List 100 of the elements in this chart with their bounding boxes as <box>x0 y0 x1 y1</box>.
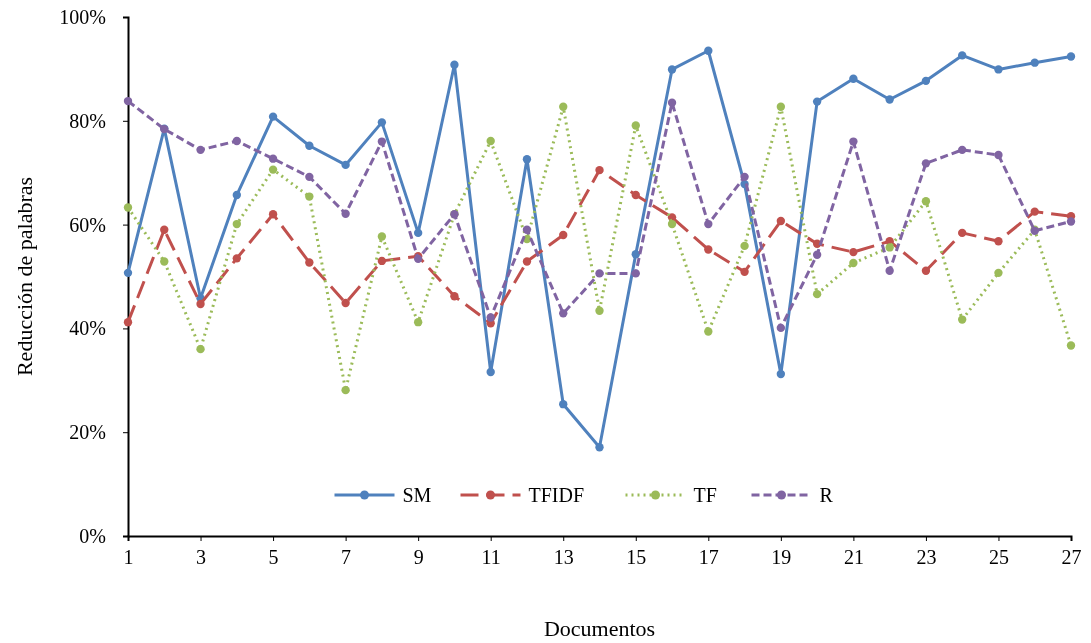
point <box>123 96 133 106</box>
point <box>595 443 604 452</box>
point <box>595 165 604 175</box>
point <box>232 219 241 229</box>
y-axis-title: Reducción de palabras <box>12 176 37 377</box>
point <box>559 400 568 409</box>
y-tick-label: 80% <box>69 109 106 132</box>
point <box>268 210 278 219</box>
point <box>341 385 350 395</box>
point <box>305 141 314 150</box>
point <box>994 65 1003 74</box>
point <box>196 344 205 354</box>
y-tick-label: 20% <box>69 421 106 444</box>
point <box>341 209 350 218</box>
point <box>776 102 786 111</box>
point <box>123 268 133 278</box>
point <box>413 228 423 238</box>
legend-label: TF <box>693 484 717 506</box>
point <box>486 136 495 146</box>
point <box>994 237 1003 246</box>
point <box>849 74 858 83</box>
point <box>740 172 749 182</box>
point <box>885 243 894 252</box>
point <box>268 112 278 121</box>
point <box>559 230 568 240</box>
point <box>450 60 459 69</box>
point <box>1030 58 1039 67</box>
point <box>958 228 967 238</box>
point <box>196 145 205 155</box>
point <box>631 269 640 278</box>
point <box>305 258 314 267</box>
point <box>631 121 640 130</box>
point <box>740 267 749 276</box>
x-axis-title: Documentos <box>543 616 656 641</box>
point <box>377 232 387 241</box>
legend-label: R <box>819 484 834 506</box>
point <box>885 95 894 104</box>
point <box>776 369 786 379</box>
point <box>667 98 677 107</box>
point <box>522 257 532 266</box>
point <box>450 292 459 301</box>
x-tick-label: 7 <box>341 546 352 569</box>
point <box>559 309 568 318</box>
point <box>812 97 822 106</box>
point <box>595 269 604 278</box>
point <box>341 298 350 308</box>
point <box>486 367 495 377</box>
x-tick-label: 11 <box>481 546 501 569</box>
point <box>921 266 931 275</box>
x-tick-label: 15 <box>626 546 647 569</box>
point <box>994 268 1003 278</box>
point <box>341 160 350 170</box>
point <box>958 315 967 324</box>
point <box>812 289 822 299</box>
y-tick-label: 40% <box>69 317 106 340</box>
point <box>559 102 568 111</box>
point <box>740 241 749 251</box>
point <box>1066 341 1076 350</box>
point <box>377 118 387 127</box>
x-tick-label: 13 <box>553 546 574 569</box>
point <box>849 247 858 257</box>
x-tick-label: 27 <box>1061 546 1082 569</box>
point <box>413 318 423 327</box>
point <box>958 51 967 60</box>
x-tick-label: 1 <box>123 546 134 569</box>
y-tick-label: 60% <box>69 213 106 236</box>
x-tick-label: 9 <box>413 546 424 569</box>
point <box>377 256 387 266</box>
point <box>522 155 532 164</box>
point <box>667 219 677 229</box>
legend-label: TFIDF <box>528 484 585 506</box>
point <box>849 258 858 268</box>
point <box>631 190 640 200</box>
point <box>704 46 713 55</box>
point <box>305 172 314 182</box>
point <box>1066 52 1076 61</box>
point <box>305 192 314 201</box>
x-tick-label: 5 <box>268 546 279 569</box>
point <box>812 250 822 259</box>
y-tick-label: 0% <box>79 524 106 547</box>
point <box>1066 217 1076 226</box>
point <box>377 137 387 146</box>
point <box>123 318 133 327</box>
point <box>921 76 931 86</box>
point <box>849 137 858 146</box>
point <box>486 313 495 322</box>
x-tick-label: 25 <box>988 546 1009 569</box>
point <box>268 165 278 174</box>
point <box>994 150 1003 160</box>
point <box>921 197 931 206</box>
x-tick-label: 17 <box>698 546 719 569</box>
x-tick-label: 3 <box>196 546 207 569</box>
point <box>776 216 786 226</box>
point <box>196 299 205 309</box>
point <box>595 306 604 315</box>
point <box>522 225 532 234</box>
point <box>232 254 241 263</box>
point <box>123 203 133 212</box>
point <box>160 225 169 234</box>
point <box>160 257 169 266</box>
